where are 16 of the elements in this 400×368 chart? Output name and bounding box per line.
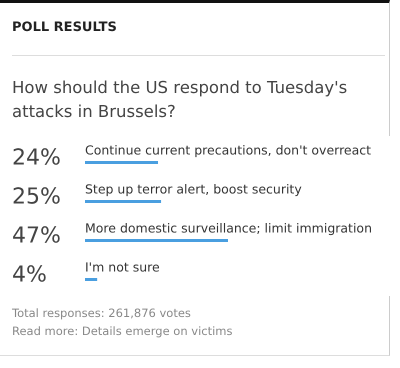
data-label: 47% [12,224,61,248]
bar [85,200,162,203]
data-label: 4% [12,262,47,288]
chart-subtitle: How should the US respond to Tuesday's attacks in Brussels? [12,77,348,123]
data-label: 24% [12,146,61,170]
bar [85,239,228,242]
text: Total responses: 261,876 votes [12,305,192,322]
bar [85,161,158,164]
y-tick-label: More domestic surveillance; limit immigration [85,220,372,236]
chart-title: POLL RESULTS [12,20,117,35]
y-tick-label: I'm not sure [85,260,160,274]
data-label: 25% [12,184,61,210]
y-tick-label: Step up terror alert, boost security [85,182,302,196]
text: Read more: Details emerge on victims [12,323,233,340]
y-tick-label: Continue current precautions, don't overreact [85,142,372,158]
bar [85,278,98,281]
